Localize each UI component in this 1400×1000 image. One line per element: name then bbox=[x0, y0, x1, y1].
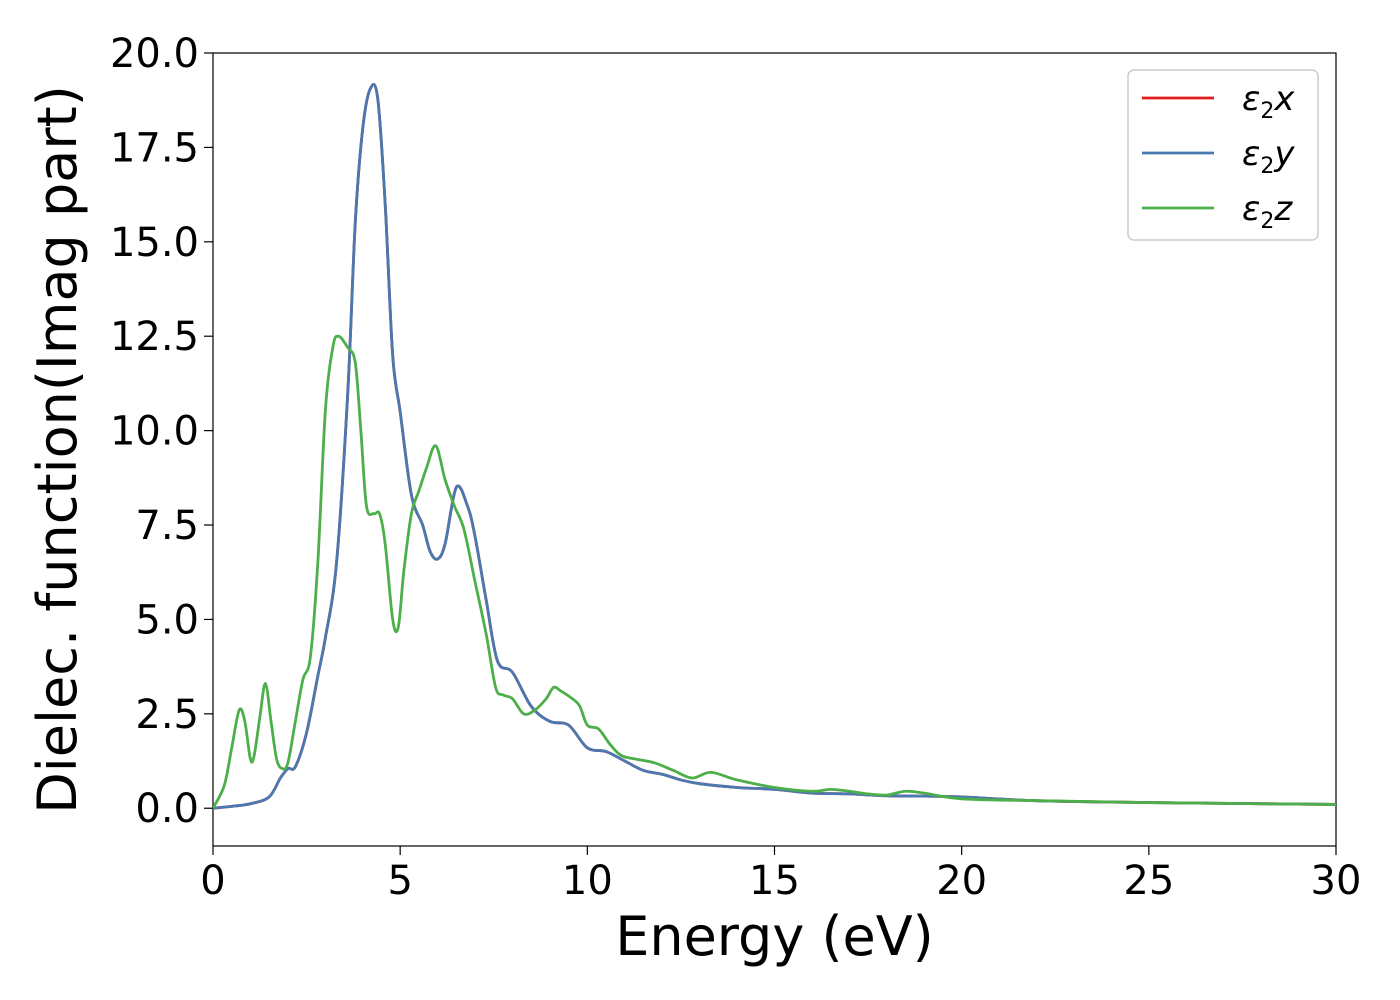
legend-entry-z: ε2z bbox=[1242, 189, 1293, 234]
x-axis-label: Energy (eV) bbox=[615, 905, 934, 968]
series-group bbox=[213, 83, 1336, 810]
x-axis-ticks: 0 5 10 15 20 25 30 bbox=[200, 846, 1361, 904]
y-tick-label: 20.0 bbox=[110, 31, 199, 77]
y-tick-label: 17.5 bbox=[110, 125, 199, 171]
y-tick-label: 0.0 bbox=[135, 786, 199, 832]
y-tick-label: 2.5 bbox=[135, 692, 199, 738]
x-tick-label: 5 bbox=[387, 858, 412, 904]
x-tick-label: 20 bbox=[936, 858, 987, 904]
series-line-y bbox=[213, 83, 1336, 810]
y-tick-label: 15.0 bbox=[110, 220, 199, 266]
x-tick-label: 10 bbox=[562, 858, 613, 904]
y-tick-label: 12.5 bbox=[110, 314, 199, 360]
x-tick-label: 25 bbox=[1123, 858, 1174, 904]
y-tick-label: 10.0 bbox=[110, 409, 199, 455]
x-tick-label: 30 bbox=[1311, 858, 1362, 904]
series-line-z bbox=[213, 334, 1336, 809]
legend: ε2x ε2y ε2z bbox=[1127, 69, 1319, 241]
y-tick-label: 5.0 bbox=[135, 597, 199, 643]
legend-entry-y: ε2y bbox=[1242, 134, 1295, 179]
legend-box bbox=[1127, 69, 1319, 241]
x-tick-label: 0 bbox=[200, 858, 225, 904]
y-axis-ticks: 0.0 2.5 5.0 7.5 10.0 12.5 15.0 17.5 20.0 bbox=[110, 31, 213, 832]
x-tick-label: 15 bbox=[749, 858, 800, 904]
y-tick-label: 7.5 bbox=[135, 503, 199, 549]
y-axis-label: Dielec. function(Imag part) bbox=[26, 85, 89, 814]
legend-entry-x: ε2x bbox=[1242, 79, 1295, 124]
